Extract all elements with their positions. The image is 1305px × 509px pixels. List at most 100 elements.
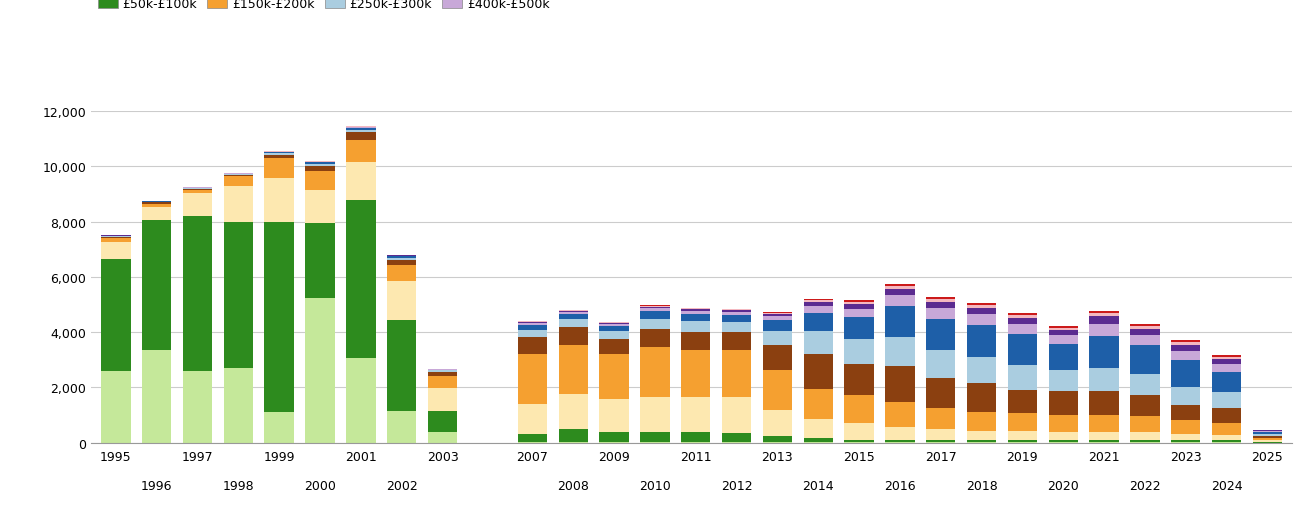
Bar — [388, 260, 416, 265]
Bar — [641, 319, 669, 329]
Bar — [641, 329, 669, 347]
Bar — [1090, 440, 1118, 442]
Bar — [844, 395, 874, 423]
Bar — [428, 370, 457, 371]
Bar — [804, 354, 833, 389]
Bar — [762, 321, 792, 331]
Bar — [1130, 440, 1160, 442]
Bar — [518, 354, 547, 404]
Bar — [183, 217, 213, 371]
Bar — [1171, 420, 1201, 434]
Bar — [1130, 326, 1160, 329]
Bar — [102, 243, 130, 260]
Bar — [518, 330, 547, 338]
Bar — [223, 186, 253, 222]
Bar — [885, 403, 915, 428]
Bar — [885, 306, 915, 338]
Bar — [722, 434, 752, 442]
Bar — [1171, 361, 1201, 387]
Bar — [142, 207, 171, 221]
Bar — [1090, 317, 1118, 325]
Bar — [762, 312, 792, 313]
Text: 2014: 2014 — [803, 479, 834, 492]
Bar — [1212, 423, 1241, 435]
Bar — [762, 331, 792, 345]
Bar — [223, 222, 253, 369]
Bar — [722, 333, 752, 351]
Bar — [641, 308, 669, 312]
Bar — [1253, 431, 1282, 432]
Bar — [1048, 330, 1078, 335]
Bar — [927, 378, 955, 409]
Bar — [1212, 359, 1241, 364]
Bar — [804, 301, 833, 303]
Bar — [1212, 392, 1241, 408]
Bar — [1212, 357, 1241, 359]
Bar — [102, 371, 130, 443]
Bar — [599, 442, 629, 443]
Bar — [305, 166, 335, 171]
Bar — [428, 388, 457, 412]
Bar — [388, 257, 416, 259]
Bar — [428, 371, 457, 372]
Bar — [1212, 435, 1241, 440]
Bar — [346, 359, 376, 443]
Text: 2012: 2012 — [720, 479, 753, 492]
Bar — [1212, 364, 1241, 372]
Bar — [1048, 345, 1078, 371]
Bar — [518, 338, 547, 354]
Bar — [641, 305, 669, 306]
Bar — [844, 300, 874, 302]
Text: 2002: 2002 — [386, 479, 418, 492]
Bar — [305, 163, 335, 164]
Bar — [1171, 345, 1201, 352]
Bar — [183, 189, 213, 190]
Bar — [1048, 327, 1078, 328]
Bar — [927, 440, 955, 442]
Bar — [1007, 440, 1037, 442]
Bar — [927, 302, 955, 308]
Bar — [265, 154, 294, 155]
Bar — [722, 315, 752, 323]
Bar — [428, 412, 457, 432]
Bar — [388, 265, 416, 281]
Bar — [142, 204, 171, 207]
Bar — [967, 440, 996, 442]
Bar — [762, 410, 792, 436]
Bar — [346, 133, 376, 141]
Bar — [305, 164, 335, 166]
Bar — [681, 309, 710, 312]
Bar — [518, 442, 547, 443]
Bar — [518, 434, 547, 442]
Bar — [1253, 438, 1282, 440]
Bar — [599, 331, 629, 339]
Bar — [559, 313, 589, 315]
Bar — [428, 372, 457, 376]
Bar — [927, 308, 955, 319]
Bar — [1130, 346, 1160, 375]
Bar — [1090, 368, 1118, 391]
Bar — [967, 325, 996, 357]
Bar — [102, 239, 130, 243]
Bar — [305, 171, 335, 190]
Bar — [681, 312, 710, 314]
Bar — [681, 332, 710, 350]
Text: 2000: 2000 — [304, 479, 335, 492]
Bar — [804, 303, 833, 306]
Bar — [1130, 433, 1160, 440]
Bar — [559, 394, 589, 429]
Bar — [762, 345, 792, 370]
Bar — [641, 312, 669, 319]
Bar — [559, 312, 589, 313]
Bar — [1048, 328, 1078, 330]
Bar — [722, 351, 752, 398]
Bar — [844, 339, 874, 364]
Text: 2018: 2018 — [966, 479, 997, 492]
Bar — [142, 351, 171, 443]
Bar — [1007, 335, 1037, 365]
Text: 1996: 1996 — [141, 479, 172, 492]
Bar — [1253, 440, 1282, 442]
Bar — [927, 409, 955, 429]
Bar — [518, 325, 547, 330]
Bar — [722, 442, 752, 443]
